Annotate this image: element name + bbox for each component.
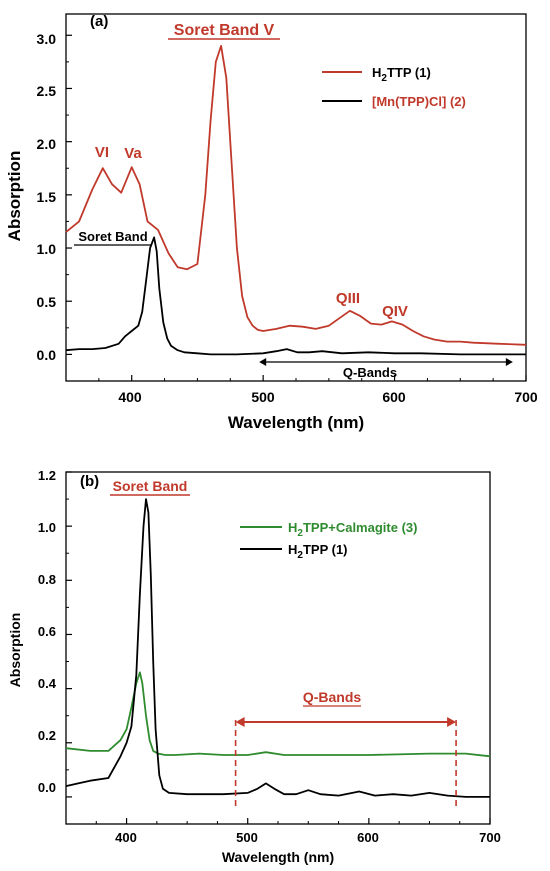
panel-a: (a) 0.0 0.5 1.0 1.5 2.0 2.5 3.0 400 500 … [5, 13, 538, 432]
legend-a: H2TTP (1) [Mn(TPP)Cl] (2) [322, 65, 466, 109]
x-tick-label-b-600: 600 [357, 830, 379, 845]
y-tick-label-b-0.2: 0.2 [38, 728, 56, 743]
annotation-soret-band-b: Soret Band [113, 478, 188, 494]
plot-frame-b [65, 471, 491, 825]
y-tick-label-2.0: 2.0 [37, 136, 57, 152]
series-group-b [65, 498, 491, 798]
annotation-qiv: QIV [382, 303, 408, 320]
annotation-qiii: QIII [336, 290, 360, 307]
x-axis-title-b: Wavelength (nm) [222, 849, 334, 865]
q-bands-arrow-b [234, 717, 457, 810]
x-axis-title-a: Wavelength (nm) [228, 413, 364, 432]
arrowhead-left [259, 358, 267, 366]
annotation-vi: VI [95, 144, 109, 161]
legend-b: H2TPP+Calmagite (3) H2TPP (1) [240, 520, 417, 561]
x-tick-label-500: 500 [251, 389, 275, 405]
legend-label-calmagite: H2TPP+Calmagite (3) [288, 520, 417, 539]
y-tick-label-b-1.2: 1.2 [38, 468, 56, 483]
x-tick-label-600: 600 [382, 389, 406, 405]
y-tick-label-3.0: 3.0 [37, 31, 57, 47]
legend-label-h2ttp: H2TTP (1) [372, 65, 431, 84]
annotation-soret-band-v: Soret Band V [174, 22, 275, 39]
y-tick-label-b-0.4: 0.4 [38, 676, 57, 691]
y-axis-title-b: Absorption [7, 613, 23, 688]
y-tick-label-0.0: 0.0 [37, 347, 57, 363]
annotation-soret-band: Soret Band [78, 229, 147, 244]
y-axis-title-a: Absorption [5, 151, 24, 242]
q-bands-arrow-a [259, 358, 513, 366]
annotation-q-bands-b: Q-Bands [303, 689, 362, 705]
y-tick-label-b-0.0: 0.0 [38, 780, 56, 795]
panel-label-b: (b) [80, 473, 99, 490]
x-tick-label-b-400: 400 [115, 830, 137, 845]
legend-label-mntppcl: [Mn(TPP)Cl] (2) [372, 94, 466, 109]
arrowhead-right [505, 358, 513, 366]
y-tick-label-b-0.6: 0.6 [38, 624, 56, 639]
x-tick-label-b-700: 700 [479, 830, 501, 845]
annotation-q-bands-a: Q-Bands [343, 365, 397, 380]
x-tick-label-b-500: 500 [236, 830, 258, 845]
series-line-1 [65, 236, 526, 356]
arrowhead-left [235, 717, 245, 727]
legend-label-h2tpp: H2TPP (1) [288, 542, 348, 561]
series-group-a [65, 45, 527, 356]
y-tick-label-b-0.8: 0.8 [38, 572, 56, 587]
tick-marks-b [66, 471, 491, 825]
y-tick-label-0.5: 0.5 [37, 294, 57, 310]
x-tick-label-700: 700 [514, 389, 538, 405]
series-line-0 [65, 671, 491, 758]
panel-label-a: (a) [90, 13, 108, 30]
annotation-va: Va [124, 145, 142, 162]
series-line-1 [65, 498, 490, 798]
x-tick-label-400: 400 [118, 389, 142, 405]
tick-marks-a [66, 34, 527, 381]
y-tick-label-1.0: 1.0 [37, 241, 57, 257]
panel-b: (b) 0.0 0.2 0.4 0.6 0.8 1.0 1.2 400 500 … [7, 468, 501, 865]
y-tick-label-1.5: 1.5 [37, 189, 57, 205]
y-tick-label-b-1.0: 1.0 [38, 520, 56, 535]
arrowhead-right [447, 717, 457, 727]
y-tick-label-2.5: 2.5 [37, 83, 57, 99]
series-line-0 [65, 45, 527, 346]
